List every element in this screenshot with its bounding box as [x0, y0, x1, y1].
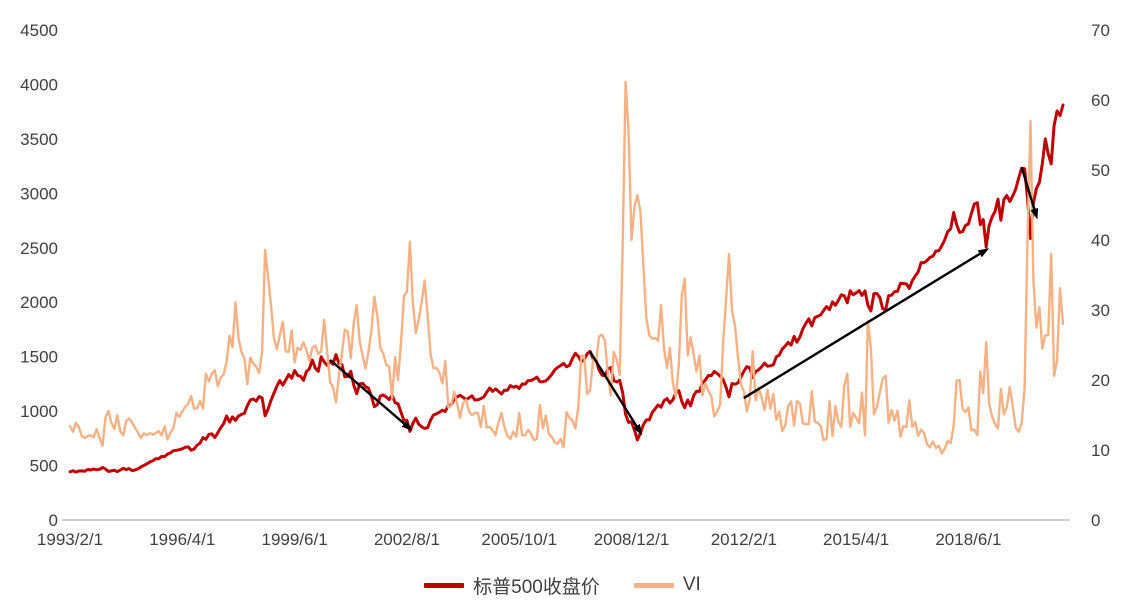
x-axis-label: 1999/6/1: [262, 530, 328, 549]
left-axis-label: 0: [49, 511, 58, 530]
trend-arrow: [589, 351, 643, 436]
x-axis-label: 1993/2/1: [37, 530, 103, 549]
chart-legend: 标普500收盘价 VI: [0, 568, 1125, 602]
x-axis-label: 2002/8/1: [374, 530, 440, 549]
x-axis-label: 2018/6/1: [935, 530, 1001, 549]
sp500-line: [68, 103, 1065, 474]
left-axis-label: 3000: [20, 184, 58, 203]
right-axis-label: 70: [1091, 21, 1110, 40]
trend-arrow: [329, 359, 413, 431]
legend-item-vix: VI: [633, 574, 701, 596]
right-axis-label: 50: [1091, 161, 1110, 180]
x-axis-label: 1996/4/1: [149, 530, 215, 549]
left-axis-label: 1500: [20, 348, 58, 367]
sp500-line-swatch: [424, 582, 465, 588]
vix-line-swatch: [633, 582, 674, 588]
right-axis-label: 0: [1091, 511, 1100, 530]
trend-arrow: [1020, 166, 1039, 220]
right-axis-label: 30: [1091, 301, 1110, 320]
x-axis-label: 2015/4/1: [823, 530, 889, 549]
x-axis-label: 2012/2/1: [711, 530, 777, 549]
x-axis-label: 2005/10/1: [481, 530, 557, 549]
left-axis-label: 4500: [20, 21, 58, 40]
left-axis-label: 2500: [20, 239, 58, 258]
legend-item-sp500: 标普500收盘价: [424, 572, 600, 599]
right-axis-label: 10: [1091, 441, 1110, 460]
x-axis-label: 2008/12/1: [594, 530, 670, 549]
right-axis-label: 60: [1091, 91, 1110, 110]
right-axis-label: 20: [1091, 371, 1110, 390]
left-axis-label: 3500: [20, 130, 58, 149]
left-axis-label: 2000: [20, 293, 58, 312]
legend-label-vix: VI: [682, 574, 701, 595]
left-axis-label: 500: [30, 457, 58, 476]
right-axis-label: 40: [1091, 231, 1110, 250]
vix-line: [68, 80, 1065, 455]
left-axis-label: 4000: [20, 75, 58, 94]
trend-arrow: [743, 248, 990, 400]
left-axis-label: 1000: [20, 402, 58, 421]
legend-label-sp500: 标普500收盘价: [473, 576, 600, 598]
